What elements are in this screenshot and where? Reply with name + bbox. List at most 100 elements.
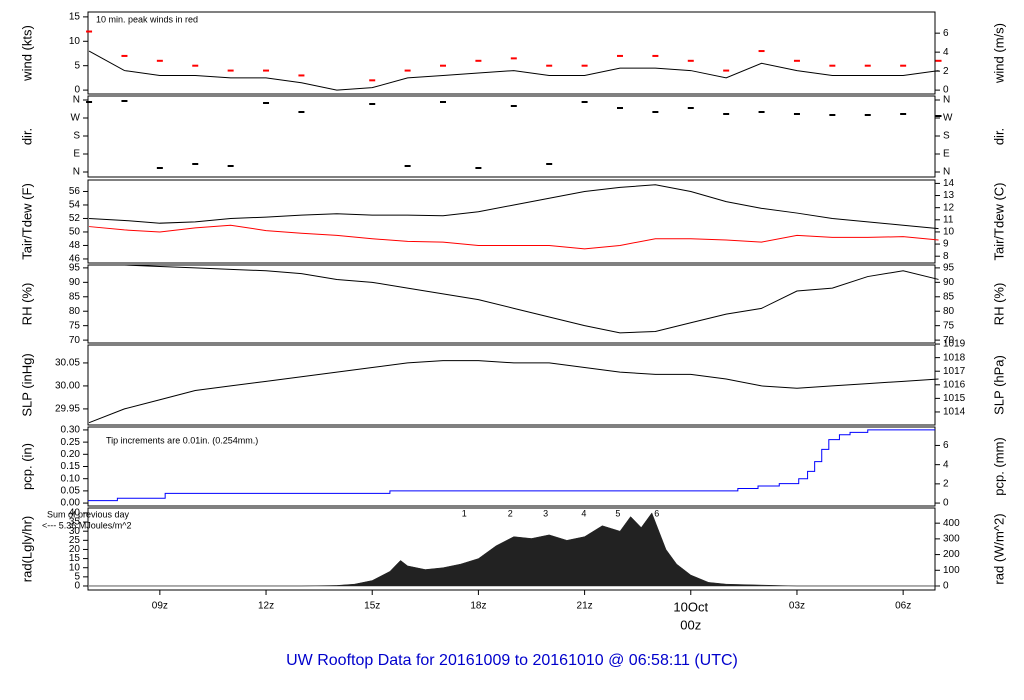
y-tick-label: 0.15 [61,461,81,472]
annotation: <--- 5.36 MJoules/m^2 [42,520,132,530]
y-tick-label: 15 [69,553,81,564]
panel-frame [87,264,936,344]
line [89,224,939,250]
y2-tick-label: 80 [943,306,955,317]
y-tick-label: 0 [74,85,80,96]
y-tick-label: 35 [69,517,81,528]
y2-tick-label: 75 [943,320,955,331]
y2-axis-label: rad (W/m^2) [991,513,1006,584]
y2-tick-label: 100 [943,565,960,576]
y-tick-label: 0 [74,581,80,592]
y-tick-label: N [73,167,80,178]
y-tick-label: 0.25 [61,437,81,448]
x-date-label: 10Oct [673,599,708,614]
y-tick-label: 15 [69,12,81,23]
hour-mark: 3 [543,508,548,518]
y-tick-label: 0.20 [61,449,81,460]
y2-tick-label: 12 [943,202,955,213]
y-axis-label: RH (%) [19,283,34,326]
line [89,264,939,334]
line [88,50,939,91]
x-tick-label: 00z [680,617,701,632]
y-tick-label: 40 [69,508,81,519]
x-tick-label: 03z [789,601,805,612]
y-tick-label: 30 [69,526,81,537]
y-tick-label: 5 [74,571,80,582]
x-tick-label: 06z [895,601,911,612]
y2-tick-label: 1016 [943,379,966,390]
y2-tick-label: 70 [943,335,955,346]
y-tick-label: 20 [69,544,81,555]
y-tick-label: N [73,95,80,106]
y-tick-label: 29.95 [55,404,80,415]
y-axis-label: wind (kts) [19,25,34,82]
y-tick-label: 10 [69,562,81,573]
y-tick-label: 80 [69,306,81,317]
y-tick-label: 85 [69,291,81,302]
panel-frame [87,179,936,264]
y2-tick-label: 10 [943,227,955,238]
y-axis-label: SLP (inHg) [19,353,34,416]
line [88,429,935,502]
y2-tick-label: 1015 [943,393,966,404]
y2-axis-label: dir. [991,128,1006,145]
y-tick-label: 30.05 [55,358,80,369]
hour-mark: 4 [581,508,586,518]
x-tick-label: 18z [470,601,486,612]
y-tick-label: S [73,131,80,142]
y2-tick-label: 400 [943,518,960,529]
hour-mark: 1 [462,508,467,518]
line [88,360,939,424]
y2-tick-label: N [943,95,950,106]
y-tick-label: 90 [69,277,81,288]
y2-tick-label: 2 [943,66,949,77]
y2-tick-label: 13 [943,190,955,201]
panel-frame [87,95,936,178]
y-tick-label: 54 [69,200,81,211]
hour-mark: 5 [615,508,620,518]
y2-tick-label: 1018 [943,352,966,363]
x-tick-label: 09z [152,601,168,612]
y-axis-label: rad(Lgly/hr) [19,516,34,582]
y-tick-label: 0.30 [61,425,81,436]
y-tick-label: 52 [69,213,81,224]
y-tick-label: 46 [69,254,81,265]
hour-mark: 2 [508,508,513,518]
y-tick-label: 56 [69,186,81,197]
y-tick-label: 48 [69,240,81,251]
y2-tick-label: 2 [943,479,949,490]
y2-tick-label: 4 [943,47,949,58]
y2-axis-label: pcp. (mm) [991,437,1006,496]
y2-axis-label: Tair/Tdew (C) [991,182,1006,260]
y-tick-label: 95 [69,263,81,274]
y2-tick-label: 14 [943,178,955,189]
y2-tick-label: 90 [943,277,955,288]
x-tick-label: 12z [258,601,274,612]
y2-tick-label: 0 [943,85,949,96]
y2-tick-label: 95 [943,263,955,274]
y2-tick-label: 1019 [943,339,966,350]
hour-mark: 6 [654,508,659,518]
y-tick-label: 5 [74,60,80,71]
y-axis-label: dir. [19,128,34,145]
y-tick-label: W [71,113,81,124]
annotation: 10 min. peak winds in red [96,14,198,24]
y2-tick-label: S [943,131,950,142]
y2-tick-label: W [943,113,953,124]
y-tick-label: 25 [69,535,81,546]
y2-tick-label: 11 [943,214,954,225]
y2-tick-label: 8 [943,251,949,262]
y-tick-label: 0.05 [61,486,81,497]
y-axis-label: pcp. (in) [19,443,34,490]
panel-frame [87,344,936,426]
y-tick-label: 50 [69,227,81,238]
y2-axis-label: RH (%) [991,283,1006,326]
line [89,184,939,230]
y-tick-label: 30.00 [55,381,80,392]
x-tick-label: 15z [364,601,380,612]
y2-axis-label: SLP (hPa) [991,355,1006,415]
y2-axis-label: wind (m/s) [991,23,1006,84]
chart-title: UW Rooftop Data for 20161009 to 20161010… [286,652,738,669]
y-tick-label: 0.10 [61,473,81,484]
y2-tick-label: 300 [943,534,960,545]
